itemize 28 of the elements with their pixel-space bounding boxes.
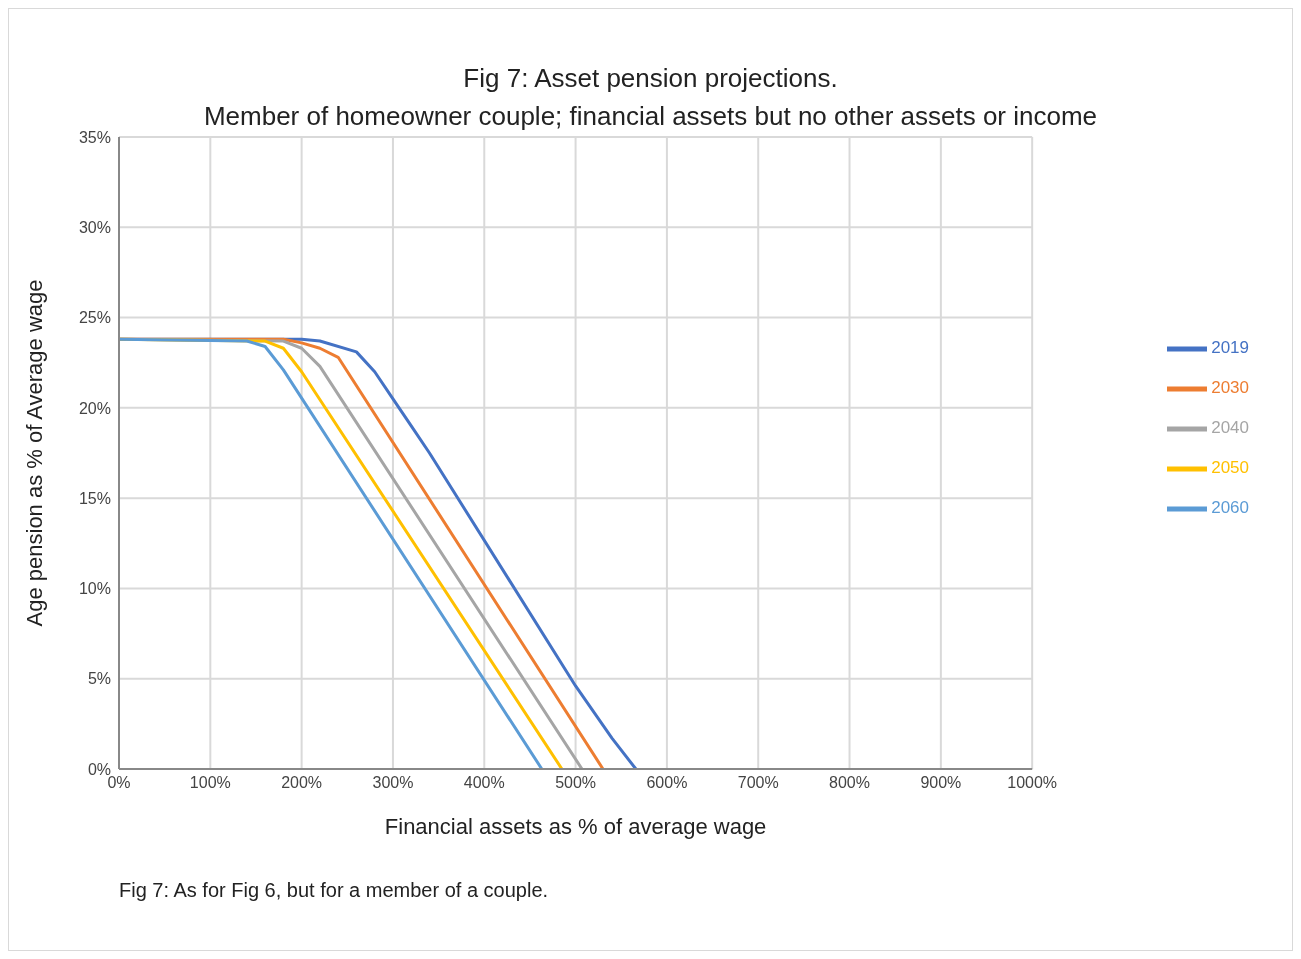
y-tick-label: 20% bbox=[78, 399, 111, 417]
chart-subtitle: Member of homeowner couple; financial assets but no other assets or income bbox=[203, 101, 1098, 131]
y-axis-title: Age pension as % of Average wage bbox=[21, 279, 47, 627]
x-tick-label: 800% bbox=[829, 774, 870, 792]
x-tick-label: 0% bbox=[107, 774, 131, 792]
legend-label: 2060 bbox=[1211, 498, 1249, 518]
caption: Fig 7: As for Fig 6, but for a member of a couple. bbox=[119, 879, 549, 902]
y-tick-label: 5% bbox=[87, 670, 111, 688]
x-tick-label: 300% bbox=[372, 774, 414, 792]
chart-title: Fig 7: Asset pension projections. bbox=[462, 62, 839, 95]
legend-label: 2019 bbox=[1211, 338, 1249, 358]
x-tick-label: 200% bbox=[281, 774, 323, 792]
legend-label: 2050 bbox=[1211, 458, 1249, 478]
y-tick-label: 15% bbox=[78, 489, 111, 507]
x-tick-label: 500% bbox=[555, 774, 597, 792]
x-tick-label: 1000% bbox=[1007, 774, 1058, 792]
y-tick-label: 25% bbox=[78, 309, 111, 327]
x-axis-title: Financial assets as % of average wage bbox=[384, 814, 767, 839]
y-tick-label: 35% bbox=[78, 128, 111, 146]
x-tick-label: 100% bbox=[189, 774, 231, 792]
legend-label: 2030 bbox=[1211, 378, 1249, 398]
y-tick-label: 10% bbox=[78, 580, 111, 598]
x-tick-label: 600% bbox=[646, 774, 688, 792]
y-tick-label: 30% bbox=[78, 218, 111, 236]
legend-label: 2040 bbox=[1211, 418, 1249, 438]
x-tick-label: 700% bbox=[737, 774, 779, 792]
x-tick-label: 400% bbox=[463, 774, 505, 792]
x-tick-label: 900% bbox=[920, 774, 962, 792]
